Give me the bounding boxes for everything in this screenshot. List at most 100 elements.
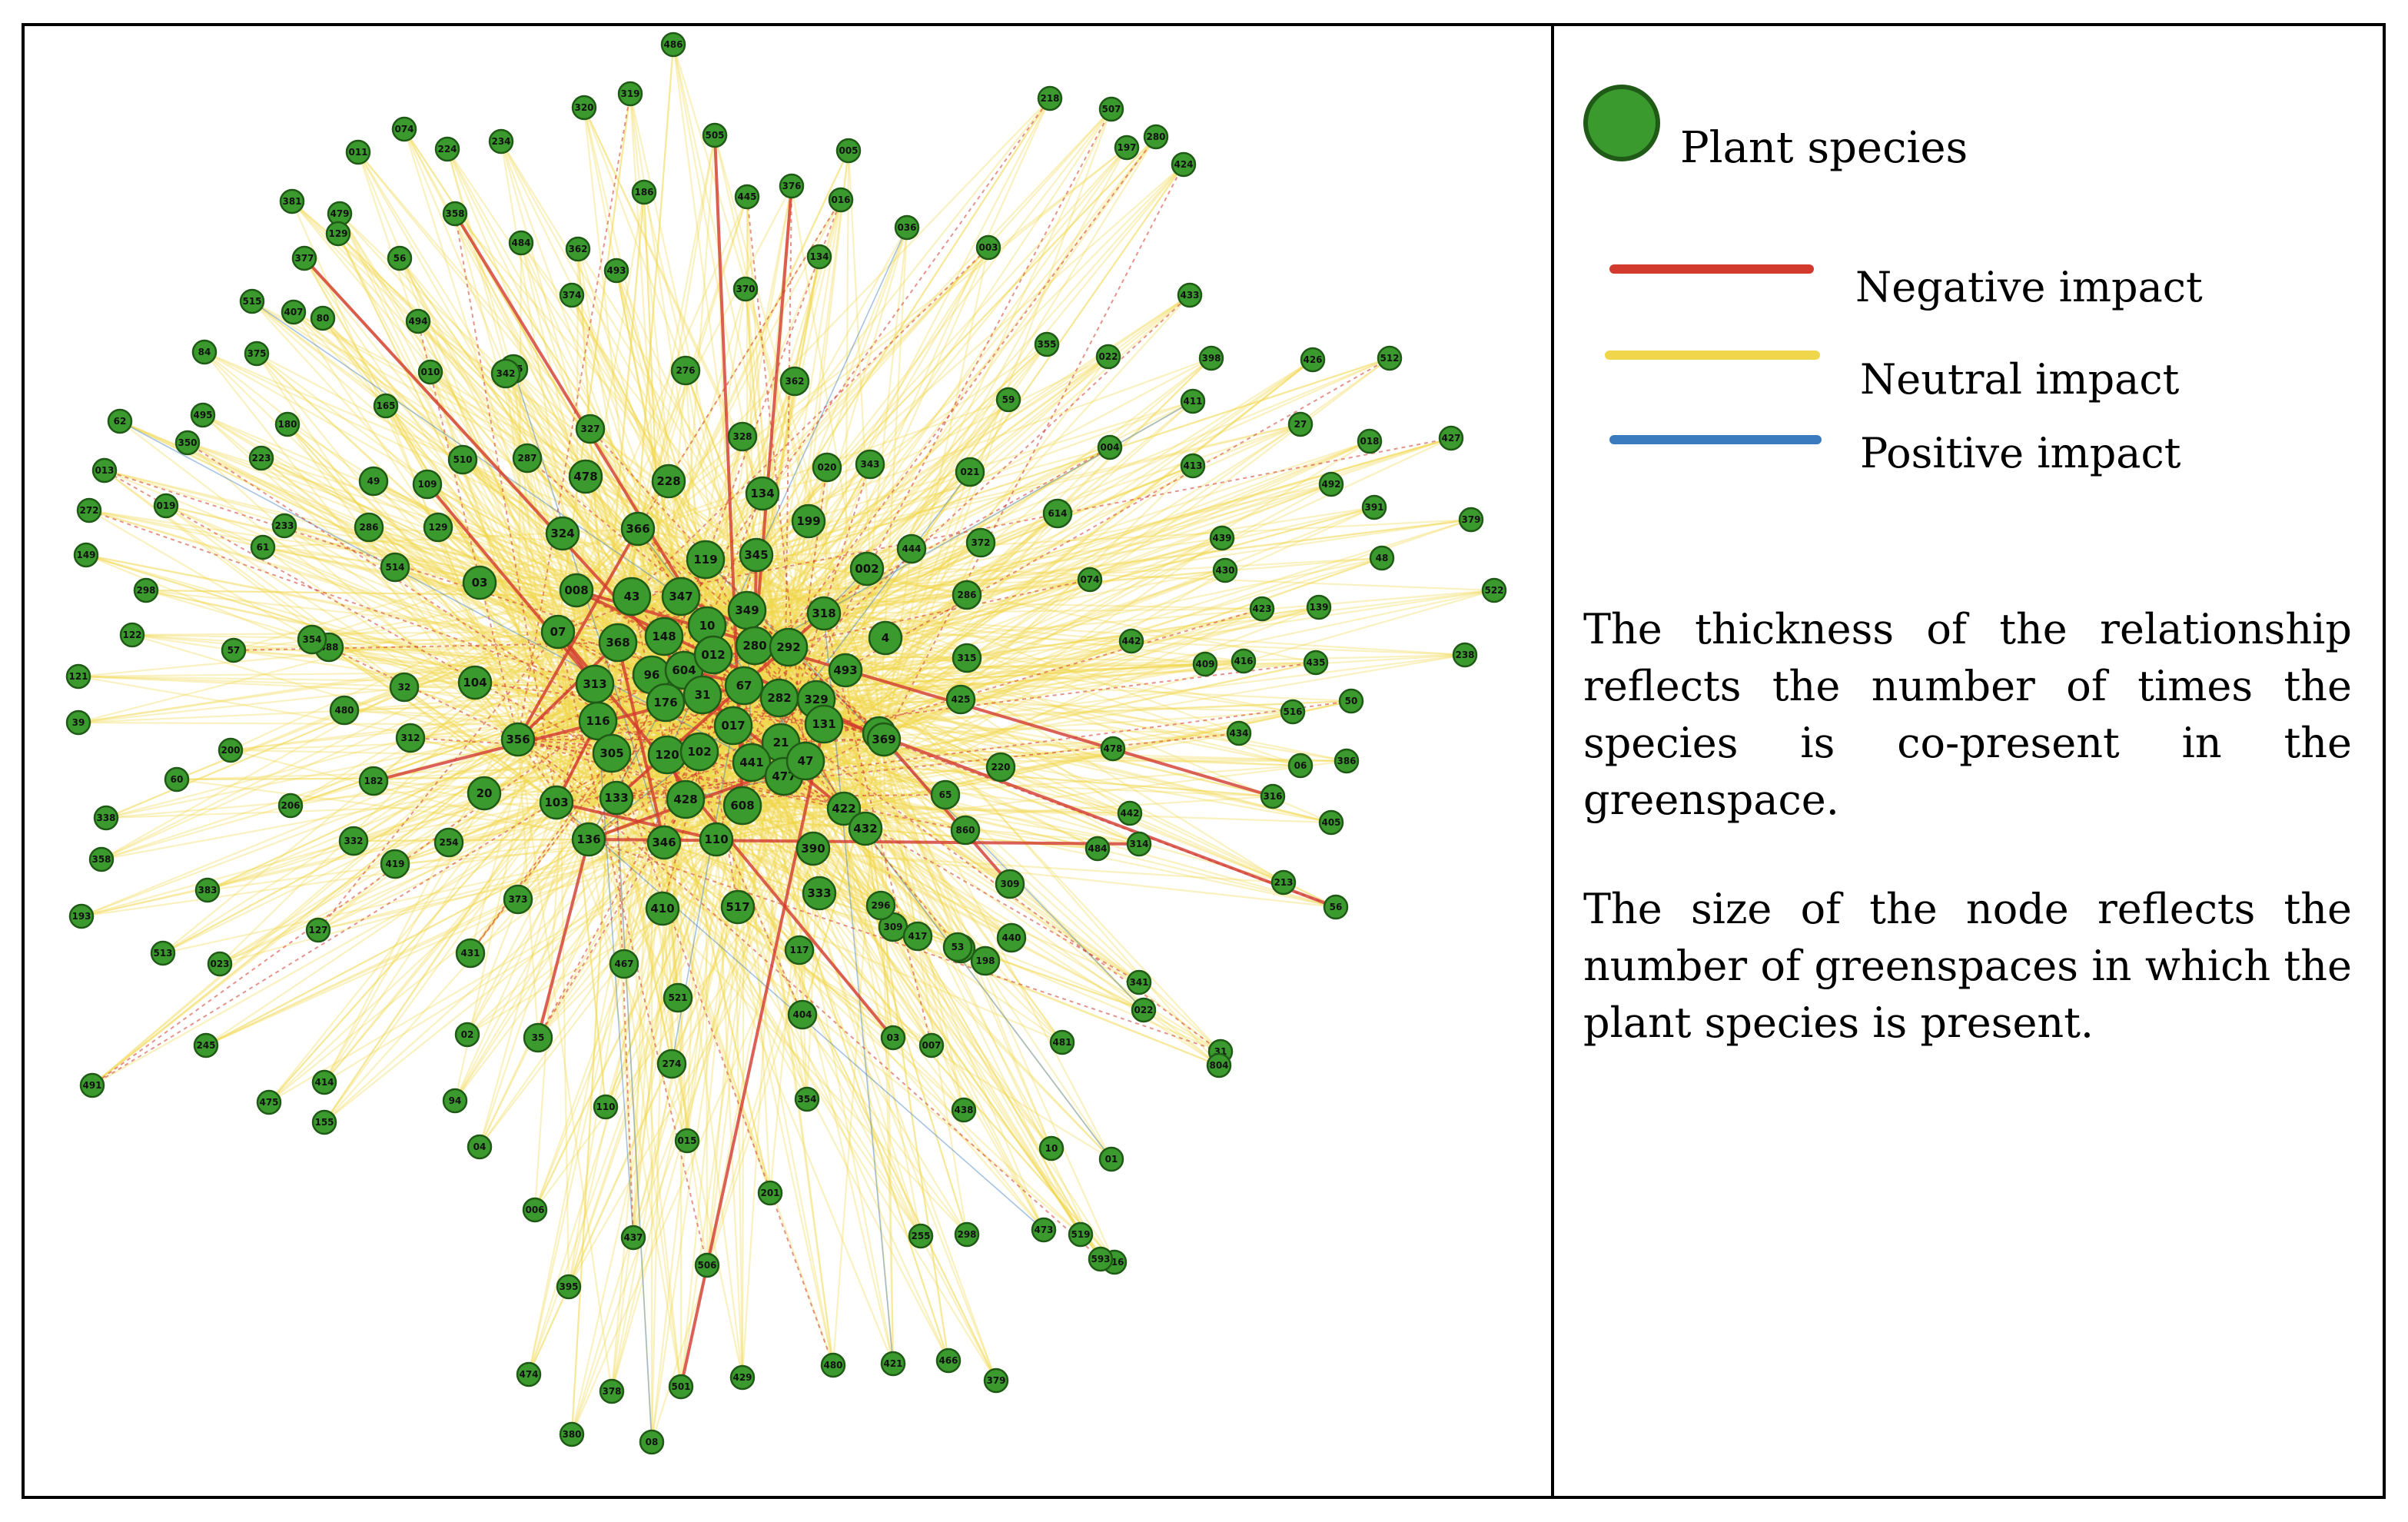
relationship-edge [324,799,686,1123]
relationship-edge [743,136,1157,686]
relationship-edge [616,199,842,799]
relationship-edge [590,428,825,614]
plant-species-node: 435 [1303,650,1329,676]
relationship-edge [597,720,845,809]
node-circle [194,877,221,903]
relationship-edge [353,696,780,842]
node-circle [1287,753,1314,779]
node-label: 309 [1000,879,1019,889]
relationship-edge [780,589,1495,744]
plant-species-node: 117 [784,935,815,965]
node-label: 007 [922,1040,941,1051]
relationship-edge [783,776,1081,1235]
relationship-edge [230,749,590,841]
plant-species-node: 011 [345,139,371,165]
node-label: 35 [532,1032,545,1043]
node-circle [389,672,420,703]
relationship-edge [615,797,673,1065]
node-circle [442,1088,468,1114]
relationship-edge [576,98,1051,591]
relationship-edge [788,646,1347,763]
node-label: 199 [796,514,820,528]
plant-species-node: 362 [779,366,810,397]
node-circle [779,173,805,199]
relationship-edge [823,640,1132,726]
relationship-edge [537,645,756,1038]
plant-species-node: 319 [617,81,643,107]
node-label: 372 [971,537,990,548]
relationship-edge [617,247,989,643]
relationship-edge [513,368,846,671]
relationship-edge [404,686,557,803]
node-label: 67 [736,679,752,693]
relationship-edge [479,839,717,1148]
node-label: 186 [634,187,653,198]
node-circle [894,214,920,241]
node-label: 435 [1306,657,1325,668]
node-label: 333 [807,886,831,900]
relationship-edge [684,370,758,556]
plant-species-node: 370 [732,276,759,302]
relationship-edge [324,642,619,1083]
plant-species-node: 176 [646,683,686,723]
relationship-edge [761,493,818,700]
relationship-edge [663,842,997,1381]
plant-species-node: 65 [930,779,961,810]
relationship-edge [588,702,666,840]
relationship-edge [576,590,789,648]
node-label: 427 [1441,433,1460,444]
node-label: 512 [1380,353,1399,364]
relationship-edge [756,136,1157,556]
plant-species-node: 375 [244,341,270,367]
relationship-edge [698,227,908,753]
relationship-edge [779,697,1081,1235]
relationship-edge [616,797,653,1443]
relationship-edge [324,596,682,1123]
plant-species-node: 411 [1180,388,1206,414]
plant-species-node: 376 [779,173,805,199]
node-circle [732,276,759,302]
relationship-edge [373,480,613,754]
node-circle [1226,720,1252,746]
relationship-edge [615,797,653,1443]
node-label: 103 [544,796,568,809]
node-label: 386 [1337,756,1356,766]
relationship-edge [637,436,743,530]
relationship-edge [293,311,825,614]
node-label: 006 [525,1205,544,1215]
relationship-edge [504,373,558,803]
relationship-edge [879,607,1263,735]
relationship-edge [788,136,1157,648]
relationship-edge [637,147,1128,530]
node-circle [500,722,536,757]
relationship-edge [104,469,665,638]
neutral-impact-line [1605,351,1820,360]
relationship-edge [470,625,708,954]
relationship-edge [165,505,557,803]
relationship-edge [290,752,613,807]
node-circle [970,945,1001,976]
node-circle [1306,594,1332,620]
node-circle [1303,650,1329,676]
node-label: 298 [957,1229,976,1240]
plant-species-node: 015 [674,1128,700,1154]
plant-species-node: 60 [164,766,190,793]
node-label: 381 [282,196,301,207]
relationship-edge [651,674,882,906]
relationship-edge [385,405,633,597]
relationship-edge [805,760,1045,1231]
node-circle [1270,869,1297,896]
relationship-edge [287,424,617,799]
plant-species-node: 437 [620,1225,646,1251]
plant-species-node: 010 [417,359,443,385]
relationship-edge [474,682,880,734]
relationship-edge [322,317,599,722]
relationship-edge [637,527,1332,824]
node-circle [417,359,443,385]
relationship-edge [353,838,590,842]
node-label: 96 [644,668,660,682]
node-circle [1100,736,1126,762]
relationship-edge [663,607,1263,844]
node-label: 398 [1201,353,1221,364]
node-size-description: The size of the node reflects the number… [1583,885,2352,1047]
